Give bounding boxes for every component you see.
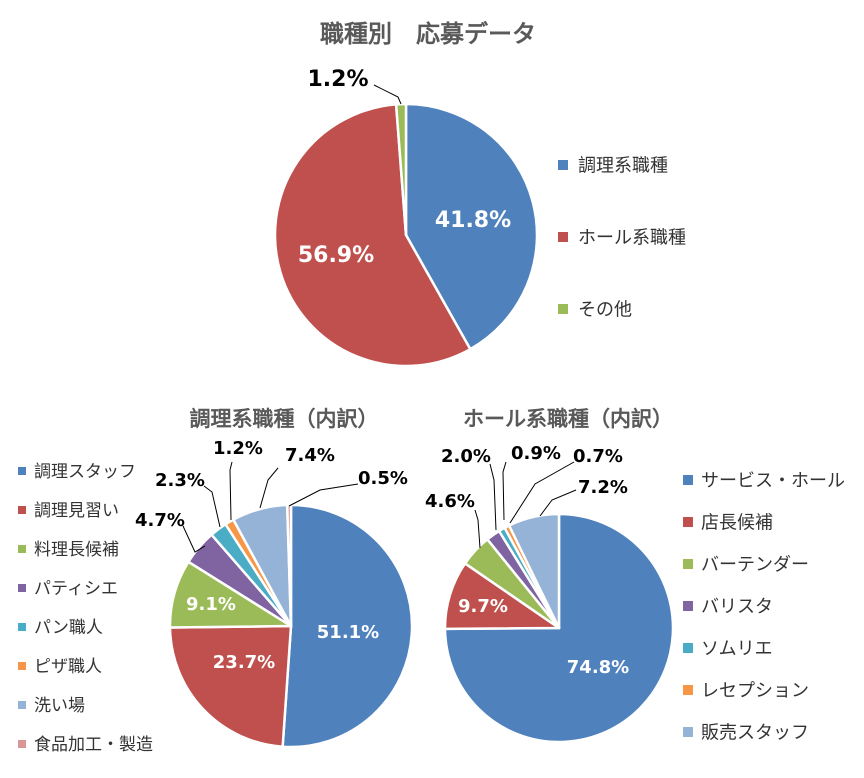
legend-label-2-8: 食品加工・製造 [34,735,153,755]
legend-label-2-2: 調理見習い [34,501,119,521]
legend-label-1-1: 調理系職種 [578,155,668,176]
data-label-1-1: 41.8% [435,208,511,233]
pie-slice-3-7 [507,512,561,630]
leader-line-2-4 [182,525,206,553]
legend-label-2-3: 料理長候補 [34,540,119,560]
legend-label-2-5: パン職人 [34,618,103,638]
legend-label-3-7: 販売スタッフ [701,722,809,743]
legend-label-3-6: レセプション [701,680,809,701]
pie-slice-1-1 [404,102,539,351]
legend-swatch-3-5 [683,643,693,653]
data-label-2-4: 4.7% [135,510,185,531]
leader-line-3-4 [489,463,497,531]
data-label-1-2: 56.9% [298,243,374,268]
legend-swatch-2-3 [18,545,26,553]
legend-label-1-3: その他 [578,299,632,320]
legend-swatch-3-2 [683,517,693,527]
legend-label-1-2: ホール系職種 [578,227,686,248]
data-label-2-3: 9.1% [186,594,236,615]
leader-line-3-5 [502,461,507,521]
data-label-3-1: 74.8% [567,657,629,678]
legend-swatch-1-1 [558,160,568,170]
data-label-2-8: 0.5% [358,468,408,489]
leader-line-2-5 [203,485,221,528]
chart-title-1: 職種別 応募データ [320,20,536,48]
leader-line-3-3 [474,509,481,549]
data-label-3-2: 9.7% [458,596,508,617]
legend-swatch-3-3 [683,559,693,569]
legend-swatch-3-1 [683,475,693,485]
leader-line-2-7 [259,467,279,509]
pie-slice-3-1 [443,512,675,744]
legend-label-3-3: バーテンダー [701,554,809,575]
data-label-3-6: 0.7% [573,446,623,467]
legend-swatch-2-8 [18,740,26,748]
legend-label-3-2: 店長候補 [701,512,773,533]
pie-slice-2-1 [281,503,414,749]
data-label-2-7: 7.4% [285,445,335,466]
legend-label-3-1: サービス・ホール [701,470,845,491]
legend-swatch-2-1 [18,467,26,475]
data-label-3-7: 7.2% [578,477,628,498]
legend-swatch-3-4 [683,601,693,611]
data-label-3-5: 0.9% [511,443,561,464]
legend-label-2-7: 洗い場 [34,696,85,716]
data-label-3-4: 2.0% [441,446,491,467]
data-label-2-5: 2.3% [155,470,205,491]
data-label-2-1: 51.1% [317,622,379,643]
legend-label-2-1: 調理スタッフ [34,462,136,482]
leader-line-1-3 [373,84,402,105]
chart-title-2: 調理系職種（内訳） [190,407,379,431]
legend-label-3-5: ソムリエ [701,638,773,659]
data-label-2-2: 23.7% [213,652,275,673]
leader-line-3-6 [509,461,575,524]
legend-swatch-2-2 [18,506,26,514]
legend-label-3-4: バリスタ [701,596,773,617]
legend-swatch-1-2 [558,232,568,242]
pie-slice-1-2 [273,103,472,368]
data-label-3-3: 4.6% [425,491,475,512]
legend-label-2-6: ピザ職人 [34,657,102,677]
data-label-1-3: 1.2% [307,67,368,92]
legend-swatch-3-7 [683,727,693,737]
pie-slice-2-2 [168,624,293,748]
leader-line-3-7 [539,489,577,517]
leader-line-2-6 [229,461,233,521]
legend-swatch-2-6 [18,662,26,670]
leader-line-2-8 [288,483,359,507]
legend-swatch-2-4 [18,584,26,592]
legend-label-2-4: パティシエ [34,579,118,599]
chart-title-3: ホール系職種（内訳） [463,407,673,431]
legend-swatch-2-7 [18,701,26,709]
pie-slice-1-3 [394,102,408,237]
legend-swatch-1-3 [558,304,568,314]
legend-swatch-3-6 [683,685,693,695]
data-label-2-6: 1.2% [213,438,263,459]
legend-swatch-2-5 [18,623,26,631]
